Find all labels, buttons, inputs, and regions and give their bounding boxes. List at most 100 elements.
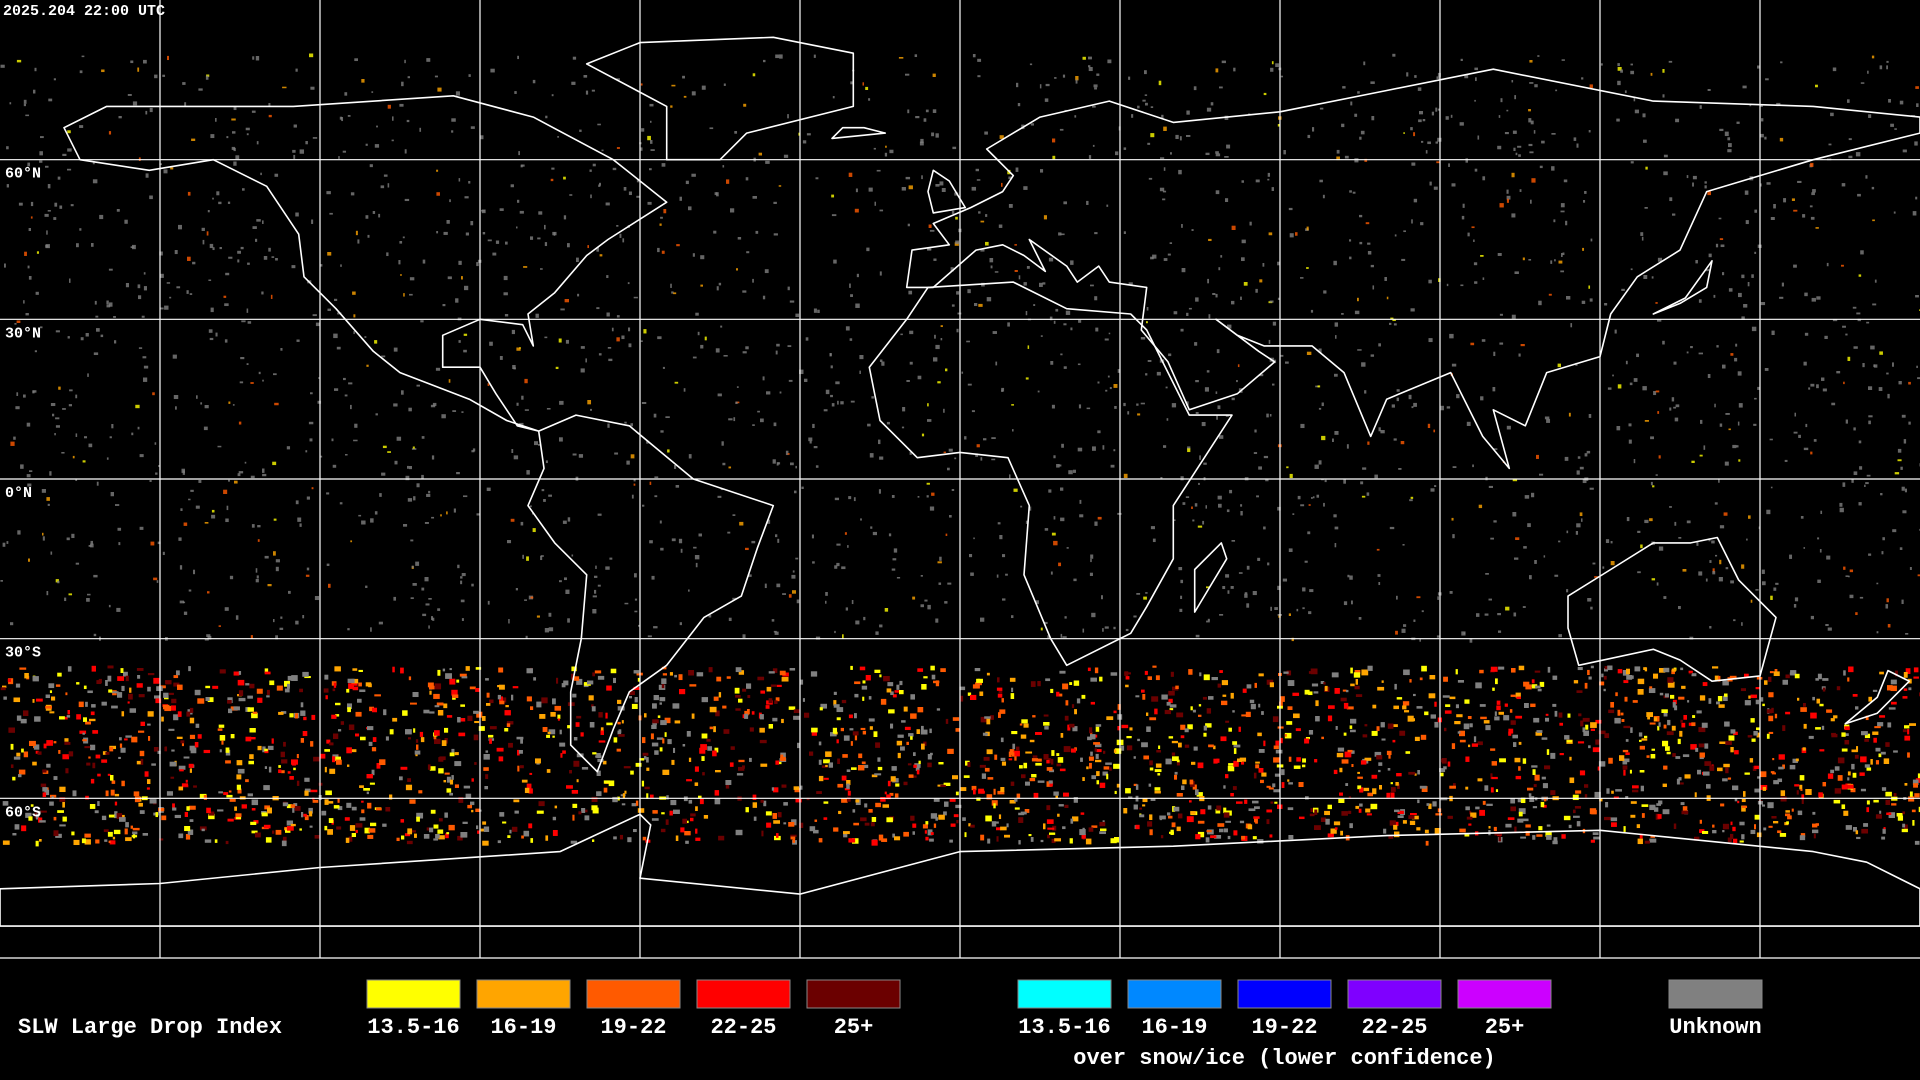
cloud-pixel (778, 185, 782, 187)
cloud-pixel (571, 666, 577, 672)
cloud-pixel (1644, 207, 1648, 209)
cloud-pixel (1896, 813, 1903, 817)
cloud-pixel (1747, 282, 1750, 287)
cloud-pixel (1056, 691, 1060, 697)
cloud-pixel (1498, 630, 1502, 633)
cloud-pixel (273, 551, 276, 556)
cloud-pixel (30, 804, 34, 807)
cloud-pixel (1508, 731, 1512, 736)
cloud-pixel (1542, 804, 1547, 808)
cloud-pixel (155, 472, 158, 475)
cloud-pixel (567, 618, 570, 623)
cloud-pixel (1772, 758, 1775, 761)
cloud-pixel (499, 812, 505, 817)
cloud-pixel (1072, 469, 1077, 473)
cloud-pixel (1058, 804, 1064, 807)
cloud-pixel (976, 444, 980, 448)
cloud-pixel (289, 713, 294, 718)
cloud-pixel (174, 814, 181, 819)
cloud-pixel (1236, 380, 1238, 383)
cloud-pixel (1123, 808, 1128, 814)
cloud-pixel (1484, 785, 1489, 791)
cloud-pixel (1025, 751, 1033, 754)
cloud-pixel (91, 704, 96, 708)
cloud-pixel (1362, 734, 1368, 738)
cloud-pixel (1875, 747, 1881, 752)
legend-swatch (1457, 979, 1552, 1009)
cloud-pixel (1359, 136, 1362, 140)
cloud-pixel (1550, 790, 1556, 795)
cloud-pixel (1638, 732, 1643, 737)
cloud-pixel (280, 711, 287, 714)
cloud-pixel (505, 241, 508, 245)
cloud-pixel (742, 688, 747, 692)
cloud-pixel (970, 694, 977, 701)
cloud-pixel (944, 601, 948, 604)
cloud-pixel (520, 738, 523, 744)
cloud-pixel (1704, 761, 1712, 766)
cloud-pixel (1901, 828, 1908, 833)
cloud-pixel (1857, 193, 1861, 197)
cloud-pixel (1698, 299, 1702, 303)
cloud-pixel (722, 705, 727, 709)
cloud-pixel (1712, 571, 1716, 575)
cloud-pixel (1180, 476, 1184, 481)
cloud-pixel (204, 638, 209, 641)
cloud-pixel (1386, 750, 1392, 756)
cloud-pixel (1071, 748, 1076, 753)
cloud-pixel (32, 761, 37, 766)
cloud-pixel (436, 169, 439, 172)
cloud-pixel (1658, 722, 1661, 727)
cloud-pixel (1012, 743, 1016, 750)
cloud-pixel (952, 146, 957, 150)
cloud-pixel (548, 729, 556, 735)
cloud-pixel (514, 810, 519, 814)
cloud-pixel (1108, 332, 1111, 335)
cloud-pixel (1258, 768, 1264, 773)
coastlines (0, 36, 1920, 927)
legend-swatch (1127, 979, 1222, 1009)
cloud-pixel (1588, 676, 1592, 680)
cloud-pixel (642, 737, 646, 744)
cloud-pixel (1371, 116, 1375, 121)
cloud-pixel (1775, 582, 1779, 585)
cloud-pixel (955, 791, 959, 796)
cloud-pixel (1816, 384, 1819, 389)
cloud-pixel (1653, 391, 1657, 396)
cloud-pixel (257, 697, 263, 703)
cloud-pixel (506, 723, 511, 727)
cloud-pixel (982, 732, 988, 736)
cloud-pixel (1725, 413, 1730, 415)
cloud-pixel (1651, 748, 1656, 751)
cloud-pixel (921, 175, 923, 180)
cloud-pixel (1698, 352, 1704, 355)
cloud-pixel (1225, 198, 1229, 202)
cloud-pixel (1311, 497, 1313, 499)
cloud-pixel (1614, 329, 1617, 334)
cloud-pixel (443, 703, 448, 709)
cloud-pixel (308, 807, 313, 814)
cloud-pixel (419, 127, 422, 132)
cloud-pixel (968, 823, 971, 827)
cloud-pixel (385, 736, 389, 741)
cloud-pixel (399, 103, 404, 107)
cloud-pixel (865, 675, 871, 681)
cloud-pixel (1511, 172, 1515, 178)
cloud-pixel (573, 737, 578, 741)
cloud-pixel (667, 739, 672, 745)
cloud-pixel (1442, 758, 1447, 764)
cloud-pixel (367, 834, 374, 839)
cloud-pixel (688, 206, 692, 211)
cloud-pixel (170, 705, 176, 711)
cloud-pixel (211, 509, 215, 513)
cloud-pixel (462, 821, 468, 824)
cloud-pixel (153, 747, 159, 752)
cloud-pixel (1827, 773, 1834, 779)
cloud-pixel (449, 199, 451, 203)
cloud-pixel (1163, 126, 1167, 131)
cloud-pixel (880, 698, 887, 705)
cloud-pixel (233, 147, 236, 152)
cloud-pixel (1020, 811, 1027, 815)
cloud-pixel (1236, 801, 1243, 804)
